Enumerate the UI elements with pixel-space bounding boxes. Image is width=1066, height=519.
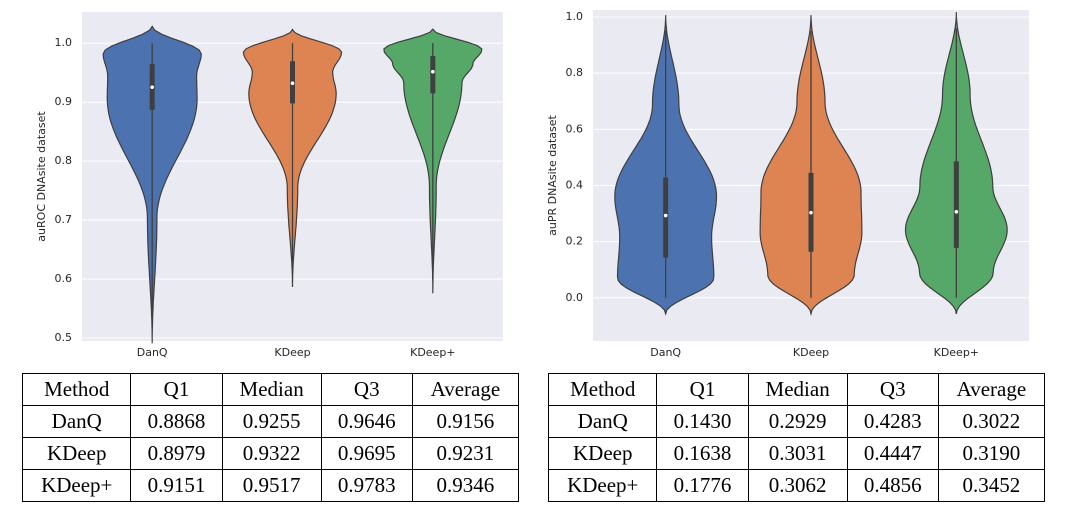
table-cell: 0.2929 [747,405,848,438]
y-tick-label: 0.8 [55,154,73,167]
stats-table: Method Q1 Median Q3 Average DanQ 0.1430 0.2929 0… [547,373,1046,502]
table-cell: 0.9231 [411,437,520,470]
table-cell: 0.9646 [320,405,413,438]
table-cell: Q3 [320,373,413,406]
table-cell: 0.9156 [411,405,520,438]
y-tick-label: 1.0 [566,10,584,23]
table-cell: 0.8868 [130,405,223,438]
table-row: KDeep+ 0.1776 0.3062 0.4856 0.3452 [547,469,1046,502]
table-cell: 0.1776 [656,469,749,502]
table-cell: Q1 [130,373,223,406]
y-tick-label: 0.2 [566,235,584,248]
table-cell: Average [411,373,520,406]
table-cell: KDeep [547,437,658,470]
table-cell: 0.3452 [937,469,1046,502]
table-cell: Median [747,373,848,406]
table-row: KDeep 0.1638 0.3031 0.4447 0.3190 [547,437,1046,470]
table-cell: 0.9346 [411,469,520,502]
median-dot [431,69,435,74]
table-cell: 0.3031 [747,437,848,470]
table-cell: 0.3190 [937,437,1046,470]
table-row: DanQ 0.1430 0.2929 0.4283 0.3022 [547,405,1046,438]
table-cell: 0.9322 [221,437,322,470]
median-dot [150,85,154,89]
y-tick-label: 0.9 [55,95,73,108]
table-row: DanQ 0.8868 0.9255 0.9646 0.9156 [21,405,520,438]
x-tick-label: DanQ [650,346,681,359]
median-dot [809,210,813,215]
table-cell: 0.1638 [656,437,749,470]
table-cell: Method [21,373,132,406]
x-tick-label: KDeep+ [410,346,455,359]
median-dot [954,210,959,214]
y-tick-label: 0.7 [55,213,73,226]
table-cell: KDeep [21,437,132,470]
x-tick-label: KDeep+ [934,346,979,359]
y-tick-label: 1.0 [55,36,73,49]
y-tick-label: 0.6 [55,272,73,285]
table-cell: KDeep+ [547,469,658,502]
table-cell: Q1 [656,373,749,406]
y-tick-label: 0.4 [566,178,584,191]
y-axis-label: auROC DNAsite dataset [35,111,48,242]
table-cell: 0.4283 [846,405,939,438]
header-row: Method Q1 Median Q3 Average [21,373,520,406]
table-row: KDeep+ 0.9151 0.9517 0.9783 0.9346 [21,469,520,502]
table-row: KDeep 0.8979 0.9322 0.9695 0.9231 [21,437,520,470]
charts: 0.5 0.6 0.7 0.8 0.9 1.0 auROC DNAsite dataset D… [35,10,1029,359]
table-cell: 0.3022 [937,405,1046,438]
table-cell: 0.4447 [846,437,939,470]
y-tick-label: 0.0 [566,291,584,304]
table-cell: 0.3062 [747,469,848,502]
header-row: Method Q1 Median Q3 Average [547,373,1046,406]
table-cell: 0.1430 [656,405,749,438]
median-dot [663,213,668,218]
y-tick-label: 0.8 [566,66,584,79]
table-cell: Q3 [846,373,939,406]
table-cell: 0.9151 [130,469,223,502]
table-cell: 0.8979 [130,437,223,470]
table-cell: Median [221,373,322,406]
table-cell: 0.4856 [846,469,939,502]
stats-table: Method Q1 Median Q3 Average DanQ 0.8868 0.9255 0… [21,373,520,502]
x-tick-label: KDeep [793,346,829,359]
x-tick-label: KDeep [274,346,310,359]
x-tick-label: DanQ [137,346,168,359]
table-cell: DanQ [21,405,132,438]
y-tick-label: 0.5 [55,331,73,344]
table-cell: 0.9695 [320,437,413,470]
median-dot [290,81,295,86]
table-cell: KDeep+ [21,469,132,502]
table-cell: 0.9517 [221,469,322,502]
y-axis-label: auPR DNAsite dataset [546,114,559,235]
table-cell: 0.9783 [320,469,413,502]
table-cell: 0.9255 [221,405,322,438]
table-cell: Average [937,373,1046,406]
table-cell: DanQ [547,405,658,438]
y-tick-label: 0.6 [566,122,584,135]
table-cell: Method [547,373,658,406]
